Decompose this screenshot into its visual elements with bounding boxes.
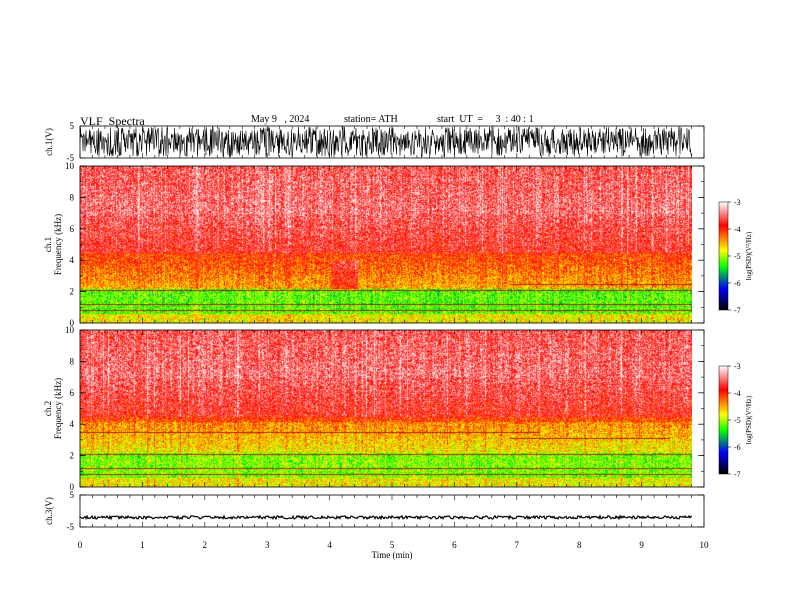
colorbar-tick-label: -3 [734, 362, 741, 371]
x-tick-label: 3 [265, 540, 270, 550]
y-tick-label: 5 [70, 490, 75, 500]
colorbar-tick-label: -6 [734, 279, 741, 288]
x-tick-label: 5 [390, 540, 395, 550]
colorbar-tick-label: -7 [734, 306, 741, 315]
x-tick-label: 0 [78, 540, 83, 550]
y-axis-label: Frequency (kHz) [53, 214, 63, 275]
x-tick-label: 8 [577, 540, 582, 550]
y-tick-label: 8 [70, 356, 75, 366]
colorbar-tick-label: -4 [734, 225, 741, 234]
x-tick-label: 10 [700, 540, 710, 550]
x-tick-label: 6 [452, 540, 457, 550]
x-tick-label: 7 [515, 540, 520, 550]
colorbar-label: log(PSD)(V²/Hz) [745, 395, 753, 444]
x-tick-label: 1 [140, 540, 145, 550]
x-tick-label: 4 [327, 540, 332, 550]
y-tick-label: 4 [70, 255, 75, 265]
y-tick-label: 10 [65, 161, 75, 171]
y-tick-label: 0 [70, 482, 75, 492]
ch3-waveform [79, 514, 693, 521]
spectrogram-images [80, 166, 692, 487]
station-label: station= ATH [344, 114, 398, 125]
plot-title: VLF Spectra [80, 114, 145, 128]
y-axis-label: ch.3(V) [44, 497, 54, 525]
y-tick-label: 8 [70, 192, 75, 202]
colorbar-label: log(PSD)(V²/Hz) [745, 231, 753, 280]
y-axis-label: ch.2 [43, 401, 53, 416]
colorbar-1 [718, 201, 729, 311]
colorbar-tick-label: -7 [734, 470, 741, 479]
colorbar-tick-label: -5 [734, 252, 741, 261]
y-tick-label: 0 [70, 318, 75, 328]
y-tick-label: 10 [65, 325, 75, 335]
y-axis-label: ch.1 [43, 237, 53, 252]
x-tick-label: 9 [639, 540, 644, 550]
y-axis-label: Frequency (kHz) [53, 378, 63, 439]
date-label: May 9 , 2024 [251, 114, 310, 125]
y-tick-label: -5 [67, 153, 75, 163]
y-tick-label: -5 [67, 522, 75, 532]
y-tick-label: 5 [70, 121, 75, 131]
y-tick-label: 2 [70, 287, 75, 297]
spectrogram-ch1 [80, 166, 692, 323]
y-tick-label: 4 [70, 419, 75, 429]
y-tick-label: 2 [70, 451, 75, 461]
spectrogram-ch2 [80, 330, 692, 487]
start-time-label: start UT = 3 : 40 : 1 [437, 114, 534, 125]
waveforms [79, 125, 693, 521]
ch1-waveform [79, 125, 693, 158]
colorbar-tick-label: -6 [734, 443, 741, 452]
y-tick-label: 6 [70, 224, 75, 234]
colorbar-tick-label: -5 [734, 416, 741, 425]
colorbar-tick-label: -3 [734, 198, 741, 207]
colorbar-tick-label: -4 [734, 389, 741, 398]
colorbar-2 [718, 365, 729, 475]
y-axis-label: ch.1(V) [44, 128, 54, 156]
x-axis-label: Time (min) [372, 550, 413, 560]
y-tick-label: 6 [70, 388, 75, 398]
x-tick-label: 2 [203, 540, 208, 550]
